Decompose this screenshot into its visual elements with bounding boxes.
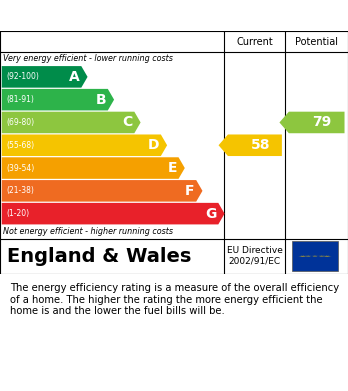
Text: England & Wales: England & Wales <box>7 247 191 265</box>
Polygon shape <box>2 180 203 202</box>
Text: (81-91): (81-91) <box>6 95 34 104</box>
Bar <box>292 241 338 271</box>
Text: Potential: Potential <box>295 37 338 47</box>
Text: G: G <box>205 206 216 221</box>
Text: EU Directive
2002/91/EC: EU Directive 2002/91/EC <box>227 246 283 266</box>
Text: (55-68): (55-68) <box>6 141 34 150</box>
Text: 79: 79 <box>312 115 332 129</box>
Text: F: F <box>185 184 195 198</box>
Text: (1-20): (1-20) <box>6 209 29 218</box>
Polygon shape <box>2 135 167 156</box>
Polygon shape <box>279 112 345 133</box>
Text: C: C <box>122 115 133 129</box>
Polygon shape <box>2 66 88 88</box>
Text: B: B <box>95 93 106 107</box>
Text: Energy Efficiency Rating: Energy Efficiency Rating <box>10 8 213 23</box>
Text: D: D <box>148 138 159 152</box>
Polygon shape <box>2 157 185 179</box>
Text: 58: 58 <box>250 138 270 152</box>
Text: Very energy efficient - lower running costs: Very energy efficient - lower running co… <box>3 54 173 63</box>
Text: (69-80): (69-80) <box>6 118 34 127</box>
Polygon shape <box>2 89 114 110</box>
Text: A: A <box>69 70 80 84</box>
Polygon shape <box>2 203 224 224</box>
Polygon shape <box>2 112 141 133</box>
Text: E: E <box>167 161 177 175</box>
Text: (92-100): (92-100) <box>6 72 39 81</box>
Text: Current: Current <box>237 37 273 47</box>
Text: (39-54): (39-54) <box>6 163 34 172</box>
Polygon shape <box>219 135 282 156</box>
Text: The energy efficiency rating is a measure of the overall efficiency of a home. T: The energy efficiency rating is a measur… <box>10 283 340 316</box>
Text: Not energy efficient - higher running costs: Not energy efficient - higher running co… <box>3 227 174 236</box>
Text: (21-38): (21-38) <box>6 187 34 196</box>
